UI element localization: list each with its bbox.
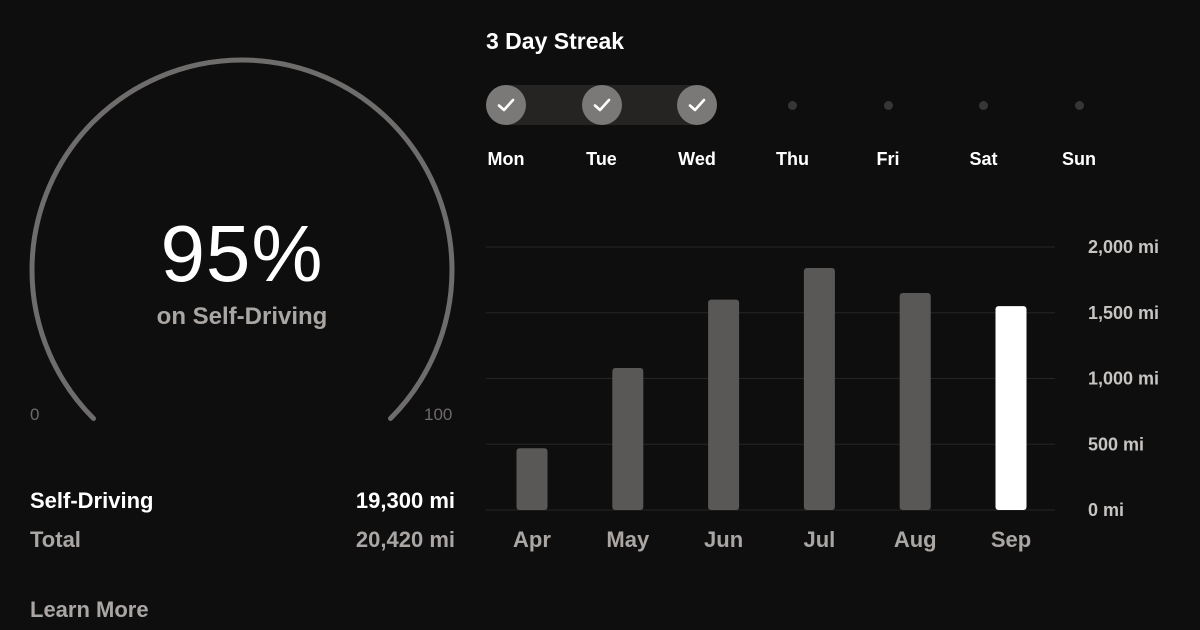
gauge-max-label: 100 — [424, 405, 453, 424]
streak-check-tue — [581, 85, 622, 125]
checkmark-icon — [497, 98, 515, 112]
streak-check-wed — [677, 85, 717, 125]
streak-day-label: Mon — [487, 149, 525, 169]
streak-check-mon — [486, 85, 526, 125]
streak-day-label: Thu — [776, 149, 809, 169]
streak-dot-fri — [883, 101, 893, 110]
streak-title: 3 Day Streak — [486, 28, 625, 54]
self-driving-gauge — [29, 57, 455, 421]
self-driving-label: Self-Driving — [30, 488, 154, 513]
gauge-arc — [29, 57, 455, 421]
y-tick-label: 1,500 mi — [1088, 303, 1159, 323]
streak-day-label: Sun — [1062, 149, 1096, 169]
gauge-min-label: 0 — [30, 405, 40, 424]
self-driving-value: 19,300 mi — [355, 488, 455, 513]
bar-aug — [899, 293, 931, 510]
streak-day-label: Tue — [586, 149, 617, 169]
checkmark-icon — [688, 98, 706, 112]
bar-jun — [708, 299, 740, 510]
streak-dot-sun — [1074, 101, 1084, 110]
learn-more-link[interactable]: Learn More — [30, 597, 149, 622]
bar-may — [612, 367, 644, 510]
total-label: Total — [30, 527, 81, 552]
bar-apr — [516, 448, 548, 510]
streak-dot-sat — [979, 101, 988, 110]
x-tick-label: Aug — [894, 527, 937, 552]
y-tick-label: 0 mi — [1088, 500, 1124, 520]
streak-day-label: Fri — [876, 149, 900, 169]
x-tick-label: Jul — [804, 527, 836, 552]
streak-day-label: Wed — [678, 149, 716, 169]
streak-dot-thu — [788, 101, 797, 110]
bar-sep — [995, 306, 1027, 510]
gauge-subtitle: on Self-Driving — [156, 303, 328, 330]
streak-day-label: Sat — [969, 149, 998, 169]
x-tick-label: May — [606, 527, 650, 552]
bar-jul — [803, 268, 835, 510]
checkmark-icon — [593, 98, 610, 112]
x-tick-label: Jun — [704, 527, 743, 552]
y-tick-label: 500 mi — [1088, 434, 1144, 454]
y-tick-label: 2,000 mi — [1088, 237, 1159, 257]
self-driving-stat: Self-Driving 19,300 mi — [30, 488, 455, 514]
x-tick-label: Sep — [991, 527, 1031, 552]
total-value: 20,420 mi — [355, 527, 455, 552]
y-tick-label: 1,000 mi — [1088, 369, 1159, 389]
self-driving-percent: 95% — [160, 209, 324, 298]
x-tick-label: Apr — [513, 527, 551, 552]
total-stat: Total 20,420 mi — [30, 527, 455, 553]
